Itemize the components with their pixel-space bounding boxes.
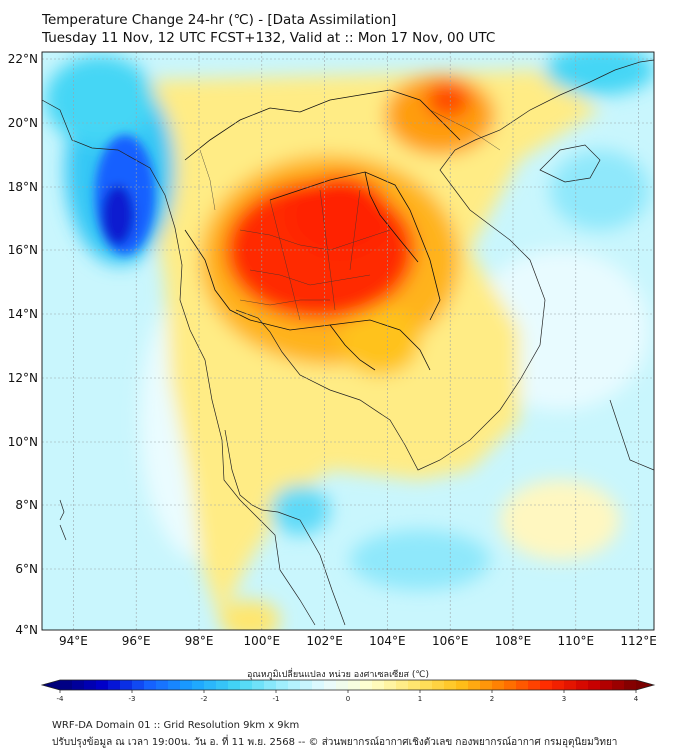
- colorbar-cell: [192, 680, 205, 690]
- lon-label: 110°E: [558, 634, 595, 648]
- colorbar-cell: [372, 680, 385, 690]
- colorbar-cell: [492, 680, 505, 690]
- colorbar-cell: [276, 680, 289, 690]
- colorbar-ticks: -4 -3 -2 -1 0 1 2 3 4: [57, 690, 639, 703]
- colorbar-cell: [252, 680, 265, 690]
- temperature-field: [42, 52, 654, 630]
- colorbar-title: อุณหภูมิเปลี่ยนแปลง หน่วย องศาเซลเซียส (…: [246, 670, 430, 680]
- colorbar-cell: [360, 680, 373, 690]
- colorbar-cell: [264, 680, 277, 690]
- colorbar-tick-label: 1: [418, 695, 422, 703]
- lat-label: 12°N: [8, 371, 38, 385]
- footer-domain: WRF-DA Domain 01 :: Grid Resolution 9km …: [52, 720, 300, 731]
- colorbar-cell: [576, 680, 589, 690]
- colorbar-cell: [300, 680, 313, 690]
- colorbar-tick-label: -2: [201, 695, 208, 703]
- colorbar-cell: [516, 680, 529, 690]
- colorbar-cell: [396, 680, 409, 690]
- colorbar-tick-label: -4: [57, 695, 65, 703]
- lon-labels: 94°E 96°E 98°E 100°E 102°E 104°E 106°E 1…: [59, 634, 657, 648]
- colorbar-cells: [40, 679, 656, 691]
- colorbar-cell: [456, 680, 469, 690]
- colorbar-tick-label: 2: [490, 695, 494, 703]
- colorbar-cell: [312, 680, 325, 690]
- colorbar-cell: [468, 680, 481, 690]
- colorbar-cell: [336, 680, 349, 690]
- colorbar-cell: [384, 680, 397, 690]
- colorbar-cell: [624, 680, 637, 690]
- lon-label: 102°E: [306, 634, 343, 648]
- lat-label: 22°N: [8, 52, 38, 66]
- lon-label: 104°E: [369, 634, 406, 648]
- colorbar-cell: [168, 680, 181, 690]
- colorbar-cell: [120, 680, 133, 690]
- colorbar-cell: [204, 680, 217, 690]
- colorbar-cell: [564, 680, 577, 690]
- colorbar: -4 -3 -2 -1 0 1 2 3 4: [40, 679, 656, 703]
- chart-subtitle: Tuesday 11 Nov, 12 UTC FCST+132, Valid a…: [42, 30, 496, 46]
- colorbar-cell: [444, 680, 457, 690]
- plot-frame: [41, 51, 655, 631]
- lat-labels: 22°N 20°N 18°N 16°N 14°N 12°N 10°N 8°N 6…: [8, 52, 38, 637]
- lon-label: 94°E: [59, 634, 88, 648]
- colorbar-cell: [348, 680, 361, 690]
- chart-title: Temperature Change 24-hr (℃) - [Data Ass…: [42, 12, 397, 28]
- province-lines: [199, 109, 501, 321]
- lat-label: 16°N: [8, 243, 38, 257]
- lat-label: 20°N: [8, 116, 38, 130]
- colorbar-cell: [588, 680, 601, 690]
- colorbar-cell: [432, 680, 445, 690]
- colorbar-cell: [60, 680, 73, 690]
- colorbar-tick-label: 0: [346, 695, 350, 703]
- lat-label: 10°N: [8, 435, 38, 449]
- colorbar-cell: [540, 680, 553, 690]
- footer-credit: ปรับปรุงข้อมูล ณ เวลา 19:00น. วัน อ. ที่…: [52, 737, 618, 748]
- colorbar-cell: [156, 680, 169, 690]
- colorbar-cell: [216, 680, 229, 690]
- lon-label: 108°E: [495, 634, 532, 648]
- lon-label: 96°E: [122, 634, 151, 648]
- lon-label: 100°E: [244, 634, 281, 648]
- colorbar-cell: [288, 680, 301, 690]
- lon-label: 98°E: [185, 634, 214, 648]
- colorbar-cell: [108, 680, 121, 690]
- graticule: [42, 52, 654, 630]
- colorbar-cell: [420, 680, 433, 690]
- country-borders: [184, 89, 461, 371]
- colorbar-tick-label: 4: [634, 695, 639, 703]
- colorbar-min-extend: [42, 680, 60, 690]
- colorbar-cell: [528, 680, 541, 690]
- colorbar-cell: [408, 680, 421, 690]
- colorbar-cell: [480, 680, 493, 690]
- lat-label: 14°N: [8, 307, 38, 321]
- colorbar-tick-label: -3: [129, 695, 136, 703]
- coastlines: [42, 59, 654, 626]
- lat-label: 6°N: [15, 562, 38, 576]
- colorbar-cell: [180, 680, 193, 690]
- colorbar-cell: [72, 680, 85, 690]
- colorbar-cell: [612, 680, 625, 690]
- colorbar-cell: [84, 680, 97, 690]
- colorbar-cell: [240, 680, 253, 690]
- lat-label: 18°N: [8, 180, 38, 194]
- lat-label: 4°N: [15, 623, 38, 637]
- colorbar-cell: [96, 680, 109, 690]
- colorbar-tick-label: -1: [273, 695, 280, 703]
- colorbar-max-extend: [636, 680, 654, 690]
- colorbar-cell: [600, 680, 613, 690]
- colorbar-cell: [144, 680, 157, 690]
- colorbar-tick-label: 3: [562, 695, 566, 703]
- lat-label: 8°N: [15, 498, 38, 512]
- lon-label: 106°E: [432, 634, 469, 648]
- colorbar-cell: [324, 680, 337, 690]
- colorbar-cell: [552, 680, 565, 690]
- lon-label: 112°E: [620, 634, 657, 648]
- colorbar-cell: [228, 680, 241, 690]
- colorbar-cell: [504, 680, 517, 690]
- colorbar-cell: [132, 680, 145, 690]
